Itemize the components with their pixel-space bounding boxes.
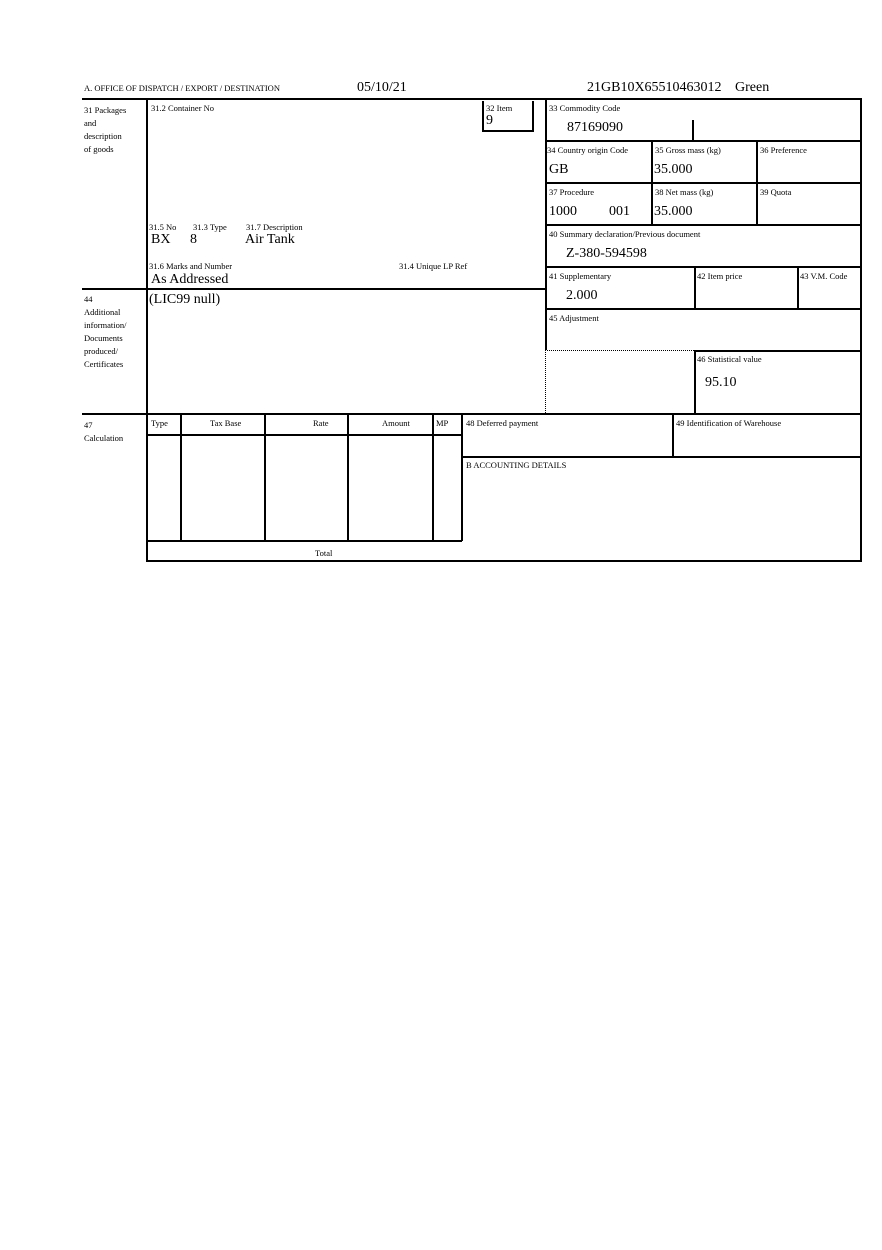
vm-code-label: 43 V.M. Code <box>800 271 848 281</box>
gross-mass-label: 35 Gross mass (kg) <box>655 145 721 155</box>
rule <box>482 101 484 131</box>
rule <box>146 540 462 542</box>
item-value: 9 <box>486 113 493 128</box>
rule <box>82 413 862 415</box>
rule <box>532 101 534 131</box>
description-label: 31.7 Description <box>246 222 303 232</box>
rule <box>264 413 266 540</box>
rule <box>756 140 758 224</box>
quota-label: 39 Quota <box>760 187 792 197</box>
preference-label: 36 Preference <box>760 145 807 155</box>
marks-value: As Addressed <box>151 272 229 287</box>
declaration-reference: 21GB10X65510463012 <box>587 80 722 95</box>
item-price-label: 42 Item price <box>697 271 743 281</box>
column-mp: MP <box>436 418 449 428</box>
procedure-value: 1000 <box>549 204 577 219</box>
label-line: Documents <box>84 333 123 343</box>
rule <box>672 413 674 456</box>
column-rate: Rate <box>313 418 329 428</box>
column-type: Type <box>151 418 168 428</box>
previous-document-value: Z-380-594598 <box>566 246 647 261</box>
net-mass-label: 38 Net mass (kg) <box>655 187 714 197</box>
unique-lp-ref-label: 31.4 Unique LP Ref <box>399 261 468 271</box>
rule <box>692 120 694 140</box>
country-origin-value: GB <box>549 162 569 177</box>
label-line: and <box>84 118 97 128</box>
previous-document-label: 40 Summary declaration/Previous document <box>549 229 701 239</box>
column-amount: Amount <box>382 418 410 428</box>
container-no-label: 31.2 Container No <box>151 103 215 113</box>
package-type-label: 31.3 Type <box>193 222 227 232</box>
label-line: Certificates <box>84 359 124 369</box>
rule <box>146 434 462 436</box>
package-no-label: 31.5 No <box>149 222 177 232</box>
package-type-value: 8 <box>190 232 197 247</box>
rule <box>860 98 862 562</box>
label-line: 44 <box>84 294 93 304</box>
rule <box>146 98 148 562</box>
rule <box>461 413 463 541</box>
additional-info-value: (LIC99 null) <box>149 292 221 307</box>
procedure-label: 37 Procedure <box>549 187 595 197</box>
supplementary-label: 41 Supplementary <box>549 271 612 281</box>
rule <box>146 560 862 562</box>
item-label: 32 Item <box>486 103 513 113</box>
label-line: 47 <box>84 420 93 430</box>
marks-label: 31.6 Marks and Number <box>149 261 233 271</box>
package-no-value: BX <box>151 232 171 247</box>
label-line: information/ <box>84 320 127 330</box>
statistical-value: 95.10 <box>705 375 737 390</box>
warehouse-label: 49 Identification of Warehouse <box>676 418 782 428</box>
country-origin-label: 34 Country origin Code <box>547 145 628 155</box>
rule <box>545 182 861 184</box>
rule <box>545 266 861 268</box>
label-line: 31 Packages <box>84 105 127 115</box>
procedure-additional-value: 001 <box>609 204 630 219</box>
label-line: Calculation <box>84 433 124 443</box>
box44-label: 44 Additional information/ Documents pro… <box>84 293 127 371</box>
declaration-date: 05/10/21 <box>357 80 407 95</box>
box31-label: 31 Packages and description of goods <box>84 104 126 156</box>
box47-label: 47 Calculation <box>84 419 123 445</box>
statistical-value-label: 46 Statistical value <box>697 354 762 364</box>
column-tax-base: Tax Base <box>210 418 242 428</box>
rule <box>545 308 861 310</box>
dotted-rule <box>545 350 694 351</box>
rule <box>545 140 861 142</box>
rule <box>461 456 861 458</box>
label-line: of goods <box>84 144 114 154</box>
rule <box>180 413 182 540</box>
label-line: produced/ <box>84 346 118 356</box>
rule <box>482 130 534 132</box>
deferred-payment-label: 48 Deferred payment <box>466 418 539 428</box>
route-colour: Green <box>735 80 770 95</box>
commodity-code-value: 87169090 <box>567 120 623 135</box>
gross-mass-value: 35.000 <box>654 162 693 177</box>
rule <box>432 413 434 540</box>
rule <box>82 98 862 100</box>
office-heading: A. OFFICE OF DISPATCH / EXPORT / DESTINA… <box>84 83 280 93</box>
dotted-rule <box>545 350 546 413</box>
label-line: description <box>84 131 122 141</box>
rule <box>694 350 861 352</box>
rule <box>82 288 546 290</box>
accounting-details-label: B ACCOUNTING DETAILS <box>466 460 567 470</box>
adjustment-label: 45 Adjustment <box>549 313 599 323</box>
rule <box>694 266 696 308</box>
rule <box>651 140 653 224</box>
commodity-code-label: 33 Commodity Code <box>549 103 621 113</box>
description-value: Air Tank <box>245 232 295 247</box>
rule <box>545 224 861 226</box>
total-label: Total <box>315 548 333 558</box>
rule <box>797 266 799 308</box>
rule <box>347 413 349 540</box>
net-mass-value: 35.000 <box>654 204 693 219</box>
label-line: Additional <box>84 307 121 317</box>
rule <box>694 350 696 413</box>
supplementary-value: 2.000 <box>566 288 598 303</box>
